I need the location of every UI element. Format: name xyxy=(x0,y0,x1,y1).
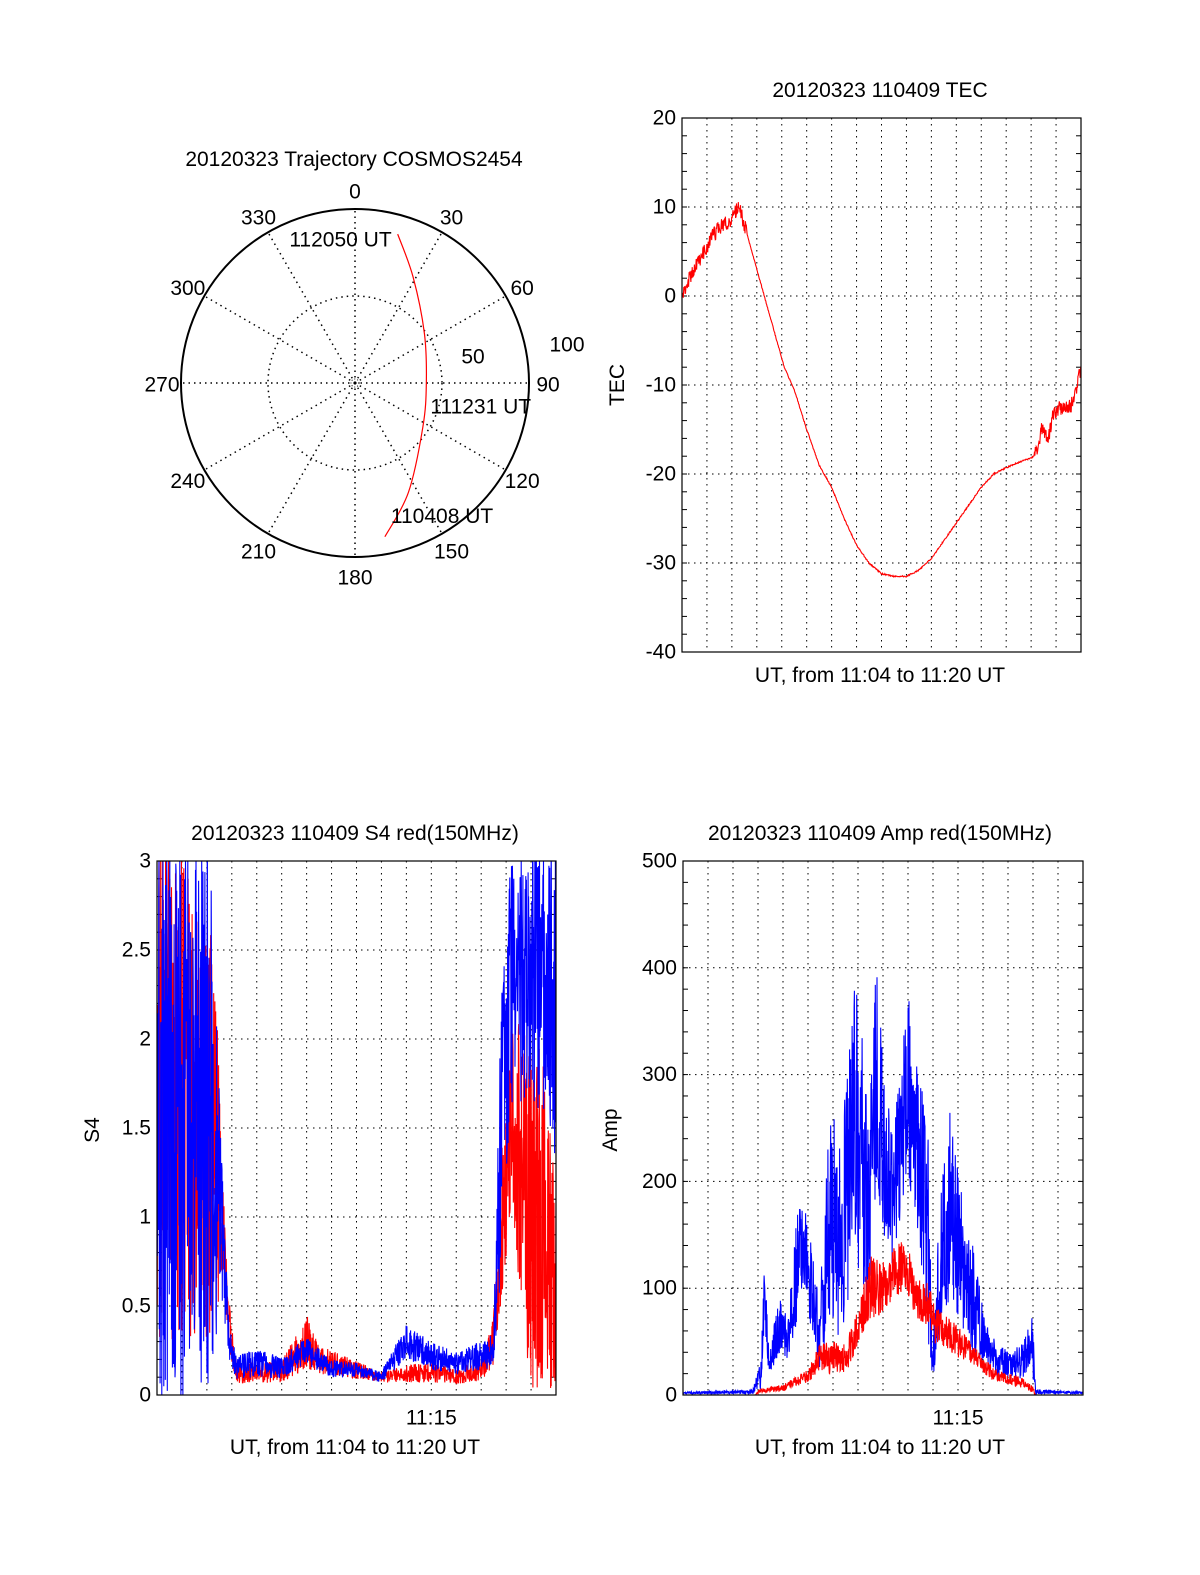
s4-ytick-label: 3 xyxy=(139,850,151,873)
tec-ytick-label: -40 xyxy=(646,641,676,664)
amp-ytick-label: 0 xyxy=(665,1384,677,1407)
polar-azimuth-label-60: 60 xyxy=(510,277,533,300)
amp-ylabel: Amp xyxy=(599,1108,622,1151)
polar-azimuth-label-270: 270 xyxy=(144,374,179,397)
s4-series-blue xyxy=(157,861,556,1395)
s4-ytick-label: 2.5 xyxy=(122,939,151,962)
amp-ytick-label: 100 xyxy=(642,1277,677,1300)
polar-azimuth-label-90: 90 xyxy=(536,374,559,397)
polar-spoke-60 xyxy=(354,295,507,384)
polar-radial-label-50: 50 xyxy=(461,346,484,369)
polar-azimuth-label-0: 0 xyxy=(349,181,361,204)
polar-title: 20120323 Trajectory COSMOS2454 xyxy=(185,148,523,171)
amp-ytick-label: 300 xyxy=(642,1063,677,1086)
polar-spoke-30 xyxy=(354,231,443,384)
polar-azimuth-label-120: 120 xyxy=(505,470,540,493)
amp-plot-frame xyxy=(682,860,1084,1396)
amp-title: 20120323 110409 Amp red(150MHz) xyxy=(708,822,1052,845)
tec-ytick-label: 20 xyxy=(653,107,676,130)
tec-ytick-label: -10 xyxy=(646,374,676,397)
amp-plot-area xyxy=(683,977,1083,1395)
s4-plot-area xyxy=(157,861,556,1395)
s4-ytick-label: 0 xyxy=(139,1384,151,1407)
amp-series-blue xyxy=(683,977,1083,1395)
polar-spoke-240 xyxy=(203,382,356,471)
polar-trajectory-line xyxy=(384,233,428,538)
s4-title: 20120323 110409 S4 red(150MHz) xyxy=(191,822,519,845)
polar-annotation-1: 111231 UT xyxy=(430,396,531,419)
polar-spoke-150 xyxy=(354,382,443,535)
amp-ytick-label: 200 xyxy=(642,1170,677,1193)
polar-spoke-330 xyxy=(267,231,356,384)
tec-ytick-label: 0 xyxy=(664,285,676,308)
polar-spoke-210 xyxy=(267,382,356,535)
tec-ytick-label: 10 xyxy=(653,196,676,219)
amp-ytick-label: 500 xyxy=(642,850,677,873)
polar-center-ring xyxy=(350,378,360,388)
tec-plot-frame xyxy=(681,117,1082,653)
amp-ytick-label: 400 xyxy=(642,956,677,979)
amp-xtick-label: 11:15 xyxy=(933,1407,984,1430)
amp-series-red xyxy=(683,1242,1083,1395)
polar-radial-label-100: 100 xyxy=(549,334,584,357)
s4-xlabel: UT, from 11:04 to 11:20 UT xyxy=(230,1436,480,1459)
tec-ylabel: TEC xyxy=(606,364,629,406)
polar-azimuth-label-210: 210 xyxy=(241,541,276,564)
polar-spoke-300 xyxy=(203,295,356,384)
s4-plot-frame xyxy=(156,860,557,1396)
polar-ring-50 xyxy=(267,295,443,471)
tec-ytick-label: -20 xyxy=(646,463,676,486)
polar-azimuth-label-180: 180 xyxy=(337,567,372,590)
polar-azimuth-label-300: 300 xyxy=(170,277,205,300)
tec-series-TEC xyxy=(682,202,1081,578)
polar-azimuth-label-240: 240 xyxy=(170,470,205,493)
polar-azimuth-label-330: 330 xyxy=(241,206,276,229)
s4-xtick-label: 11:15 xyxy=(406,1407,457,1430)
polar-azimuth-label-150: 150 xyxy=(434,541,469,564)
polar-azimuth-label-30: 30 xyxy=(440,206,463,229)
tec-plot-area xyxy=(682,202,1081,578)
polar-spoke-120 xyxy=(354,382,507,471)
polar-annotation-0: 110408 UT xyxy=(391,505,494,528)
s4-ylabel: S4 xyxy=(81,1117,104,1143)
tec-title: 20120323 110409 TEC xyxy=(772,79,987,102)
tec-xlabel: UT, from 11:04 to 11:20 UT xyxy=(755,664,1005,687)
amp-xlabel: UT, from 11:04 to 11:20 UT xyxy=(755,1436,1005,1459)
polar-annotation-2: 112050 UT xyxy=(289,229,392,252)
tec-ytick-label: -30 xyxy=(646,552,676,575)
polar-outer-circle xyxy=(180,208,530,558)
s4-ytick-label: 1.5 xyxy=(122,1117,151,1140)
s4-ytick-label: 2 xyxy=(139,1028,151,1051)
s4-ytick-label: 1 xyxy=(139,1206,151,1229)
s4-ytick-label: 0.5 xyxy=(122,1295,151,1318)
